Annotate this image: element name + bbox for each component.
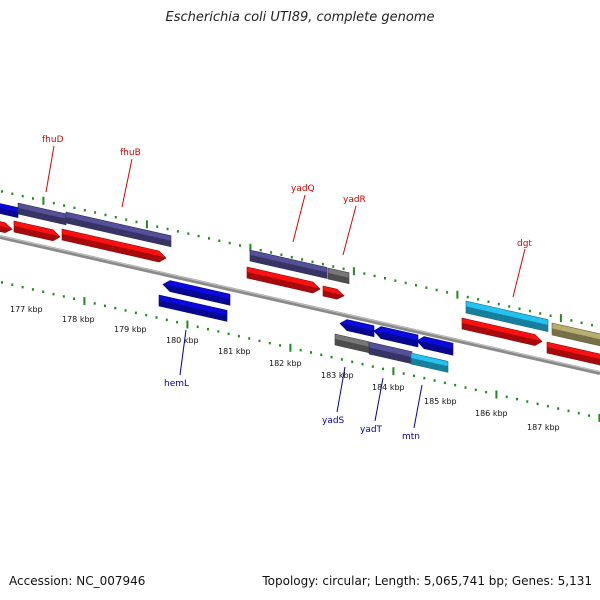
gene-arrow-forward — [13, 220, 61, 242]
gene-box-reverse — [158, 294, 228, 322]
gene-label-yadR: yadR — [343, 195, 366, 205]
scale-label: 179 kbp — [114, 325, 147, 334]
gene-arrow-forward — [0, 221, 13, 234]
gene-box-forward — [551, 322, 600, 347]
gene-box-forward — [17, 202, 67, 226]
gene-arrow-reverse — [416, 336, 454, 356]
label-callout-line — [45, 145, 55, 193]
gene-box-forward — [65, 211, 172, 248]
gene-box-forward — [0, 203, 19, 218]
gene-label-fhuB: fhuB — [120, 148, 141, 158]
label-callout-line — [512, 248, 526, 298]
gene-label-yadS: yadS — [322, 416, 345, 426]
scale-label: 182 kbp — [269, 359, 302, 368]
gene-label-yadQ: yadQ — [291, 184, 315, 194]
label-callout-line — [413, 384, 423, 429]
gene-label-hemL: hemL — [164, 379, 189, 389]
gene-arrow-forward — [322, 285, 345, 300]
scale-label: 183 kbp — [321, 371, 354, 380]
label-layer: fhuD fhuB yadQ yadR dgt hemL yadS yadT mtn — [42, 135, 532, 442]
gene-box-reverse — [410, 352, 449, 373]
scale-label: 187 kbp — [527, 423, 560, 432]
label-callout-line — [374, 377, 384, 422]
scale-label: 177 kbp — [10, 305, 43, 314]
gene-arrow-forward — [461, 317, 543, 346]
scale-label: 184 kbp — [372, 383, 405, 392]
scale-label-layer: 177 kbp 178 kbp 179 kbp 180 kbp 181 kbp 182 k… — [10, 305, 560, 432]
label-callout-line — [179, 329, 187, 376]
backbone-highlight — [0, 235, 600, 373]
gene-label-yadT: yadT — [360, 425, 383, 435]
gene-arrow-forward — [546, 341, 600, 366]
gene-box-forward — [465, 300, 549, 332]
scale-label: 178 kbp — [62, 315, 95, 324]
gene-arrow-forward — [61, 228, 167, 263]
genome-stats-text: Topology: circular; Length: 5,065,741 bp… — [262, 574, 592, 588]
gene-label-fhuD: fhuD — [42, 135, 64, 145]
outer-tick-ring — [1, 190, 593, 327]
gene-box-reverse — [368, 341, 413, 365]
gene-box-reverse — [334, 333, 370, 354]
label-callout-line — [292, 194, 306, 243]
label-callout-line — [121, 158, 133, 208]
accession-text: Accession: NC_007946 — [9, 574, 146, 588]
gene-box-forward — [249, 249, 328, 279]
inner-tick-ring — [1, 281, 600, 422]
scale-label: 180 kbp — [166, 336, 199, 345]
gene-label-dgt: dgt — [517, 239, 532, 249]
gene-arrow-forward — [246, 266, 321, 294]
gene-label-mtn: mtn — [402, 432, 420, 442]
scale-label: 185 kbp — [424, 397, 457, 406]
backbone-axis — [0, 235, 600, 375]
scale-label: 186 kbp — [475, 409, 508, 418]
scale-label: 181 kbp — [218, 347, 251, 356]
gene-box-forward — [327, 267, 350, 285]
label-callout-line — [342, 205, 357, 256]
feature-layer — [0, 202, 600, 373]
label-callout-line — [336, 366, 346, 413]
gene-arrow-reverse — [162, 280, 231, 306]
page-title: Escherichia coli UTI89, complete genome — [165, 10, 435, 25]
